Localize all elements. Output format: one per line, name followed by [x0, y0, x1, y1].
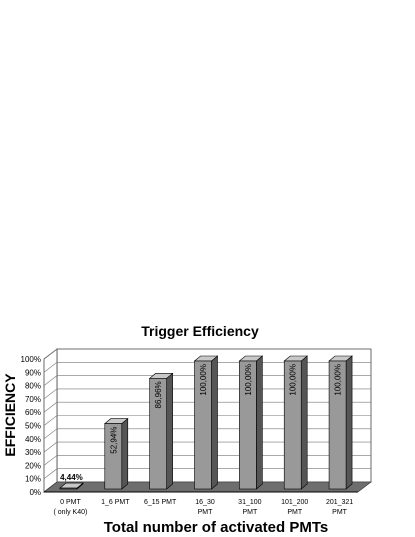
data-label: 100,00% [199, 364, 208, 396]
x-tick-labels: 0 PMT ( only K40) 1_6 PMT 6_15 PMT 16_30 PMT 3… [53, 499, 353, 516]
y-tick-label: 70% [25, 395, 41, 404]
x-tick-label: 201_321 [326, 499, 353, 506]
y-tick-label: 30% [25, 448, 41, 457]
y-tick-label: 100% [21, 355, 41, 364]
bar [239, 360, 257, 490]
bar [104, 423, 123, 490]
y-tick-labels: 0% 10% 20% 30% 40% 50% 60% 70% 80% 90% 100% [21, 355, 41, 497]
x-tick-label: PMT [287, 509, 303, 516]
gridline [43, 401, 371, 413]
bar-side [121, 417, 129, 490]
x-tick-label: 6_15 PMT [144, 499, 177, 506]
bar [149, 378, 167, 490]
bar [194, 360, 212, 490]
x-axis-title: Total number of activated PMTs [104, 519, 328, 536]
gridline [43, 415, 371, 426]
data-label: 100,00% [289, 364, 298, 396]
x-tick-label: 1_6 PMT [101, 499, 130, 506]
gridline [43, 361, 371, 373]
x-tick-label: PMT [332, 509, 348, 516]
x-tick-label: PMT [198, 509, 214, 516]
bar-side [211, 355, 218, 490]
bars: 4,44% 52,94% 86,96% 100,00% 100,00% 100,00% 10… [59, 355, 353, 490]
gridline [43, 388, 371, 400]
gridline [43, 348, 371, 360]
x-tick-label: 16_30 [195, 499, 215, 506]
y-tick-label: 80% [25, 382, 41, 391]
y-tick-label: 50% [25, 422, 41, 431]
gridline [43, 375, 371, 386]
y-axis-title: EFFICIENCY [2, 373, 18, 457]
y-tick-label: 90% [25, 368, 41, 377]
bar [328, 360, 347, 490]
data-label: 86,96% [154, 381, 163, 408]
bar-side [300, 355, 308, 490]
y-tick-label: 40% [25, 435, 41, 444]
bar-side [166, 372, 173, 490]
y-tick-label: 0% [29, 488, 41, 497]
data-label: 100,00% [244, 364, 253, 396]
y-tick-label: 20% [25, 461, 41, 470]
data-label: 4,44% [60, 473, 83, 482]
y-tick-label: 60% [25, 408, 41, 417]
x-tick-label: PMT [242, 509, 258, 516]
data-label: 100,00% [334, 364, 343, 396]
chart-title: Trigger Efficiency [141, 323, 259, 339]
x-tick-label: 0 PMT [60, 499, 81, 506]
gridline [43, 428, 371, 440]
x-tick-label: 31_100 [238, 499, 261, 506]
bar [283, 360, 302, 490]
bar [59, 487, 78, 490]
grid-lines [43, 348, 371, 493]
bar-side [256, 355, 263, 490]
x-tick-label: 101_200 [281, 499, 308, 506]
y-tick-label: 10% [25, 475, 41, 484]
data-label: 52,94% [109, 427, 118, 454]
bar-side [345, 355, 353, 490]
gridline [43, 455, 371, 466]
x-tick-label: ( only K40) [53, 509, 87, 516]
gridline [43, 468, 371, 479]
gridline [43, 441, 371, 453]
